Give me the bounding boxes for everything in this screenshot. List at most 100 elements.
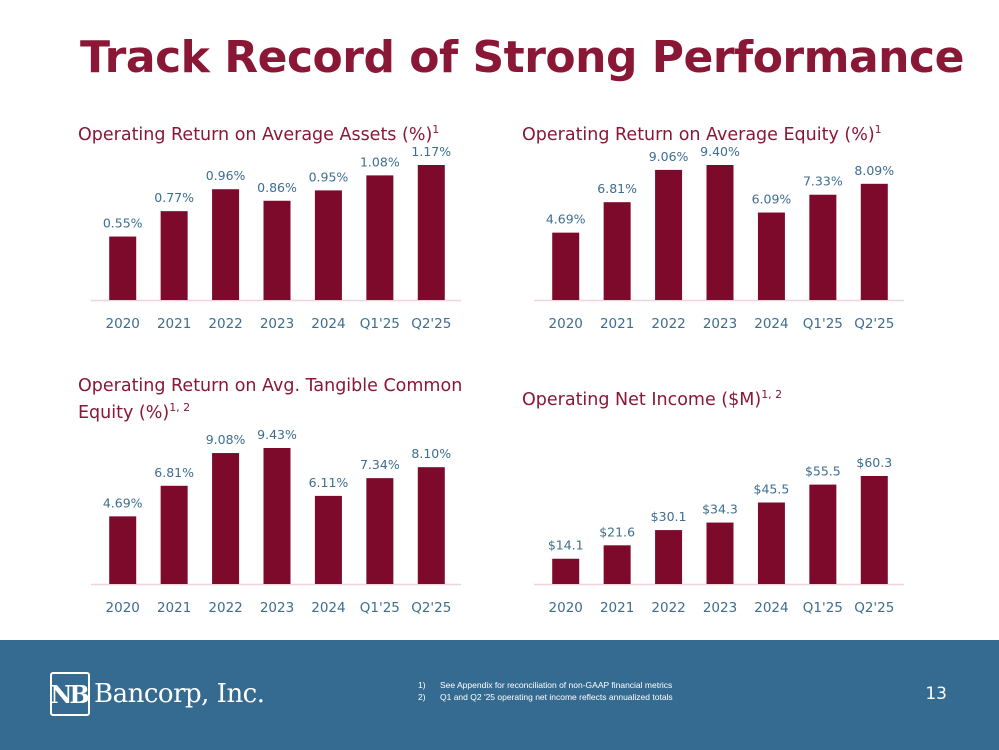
data-label: 4.69% — [103, 495, 143, 510]
footnote-number: 2) — [418, 692, 426, 702]
x-tick-label: 2021 — [157, 316, 191, 332]
chart-title-roaa: Operating Return on Average Assets (%)1 — [78, 119, 478, 146]
chart-title-footnote: 1, 2 — [761, 388, 783, 401]
chart-title-text: Operating Return on Average Assets (%) — [78, 124, 433, 145]
data-label: 6.09% — [752, 192, 792, 207]
chart-title-footnote: 1 — [432, 123, 440, 136]
data-label: 9.40% — [700, 144, 740, 159]
x-tick-label: 2024 — [311, 600, 345, 616]
net-income-chart: $14.1 2020 $21.6 2021 $30.1 2022 $34.3 2023 $45.… — [534, 455, 904, 616]
footnote: 1) See Appendix for reconciliation of non… — [418, 679, 673, 691]
chart-title-rotce: Operating Return on Avg. Tangible Common… — [78, 376, 463, 424]
bar — [809, 194, 837, 300]
data-label: 9.08% — [206, 432, 246, 447]
data-label: 0.77% — [154, 190, 194, 205]
data-label: 6.81% — [597, 181, 637, 196]
bar — [603, 545, 631, 584]
data-label: $30.1 — [651, 509, 687, 524]
chart-title-text: Operating Net Income ($M) — [522, 389, 762, 410]
bar — [263, 448, 291, 584]
x-tick-label: 2024 — [754, 600, 788, 616]
logo-mark: NB — [50, 672, 90, 716]
bar — [314, 190, 342, 300]
data-label: 8.09% — [854, 163, 894, 178]
x-tick-label: 2021 — [600, 316, 634, 332]
x-tick-label: Q2'25 — [411, 316, 451, 332]
x-tick-label: 2024 — [311, 316, 345, 332]
bar — [706, 522, 734, 584]
x-tick-label: 2023 — [260, 316, 294, 332]
data-label: $14.1 — [548, 538, 584, 553]
data-label: 9.43% — [257, 427, 297, 442]
chart-title-text: Operating Return on Average Equity (%) — [522, 124, 875, 145]
x-tick-label: Q1'25 — [803, 600, 843, 616]
x-tick-label: Q2'25 — [854, 316, 894, 332]
data-label: $45.5 — [754, 482, 790, 497]
data-label: 6.81% — [154, 465, 194, 480]
data-label: 7.33% — [803, 174, 843, 189]
logo-text: Bancorp, Inc. — [94, 679, 265, 709]
x-tick-label: 2022 — [651, 600, 685, 616]
chart-title-roae: Operating Return on Average Equity (%)1 — [522, 119, 922, 146]
bar — [552, 558, 580, 584]
footer-bar: NB Bancorp, Inc. 1) See Appendix for reco… — [0, 640, 999, 750]
bar — [860, 476, 888, 584]
footnote: 2) Q1 and Q2 '25 operating net income ref… — [418, 691, 673, 703]
x-tick-label: Q1'25 — [803, 316, 843, 332]
bar — [757, 212, 785, 300]
data-label: 0.86% — [257, 180, 297, 195]
page-title: Track Record of Strong Performance — [80, 32, 964, 83]
x-tick-label: 2024 — [754, 316, 788, 332]
bar — [603, 202, 631, 300]
x-tick-label: 2022 — [208, 316, 242, 332]
bar — [809, 484, 837, 584]
x-tick-label: 2020 — [549, 316, 583, 332]
bar — [109, 236, 137, 300]
chart-title-footnote: 1, 2 — [169, 401, 191, 414]
x-tick-label: 2022 — [208, 600, 242, 616]
bar — [212, 453, 240, 584]
x-tick-label: 2023 — [703, 316, 737, 332]
data-label: 4.69% — [546, 212, 586, 227]
x-tick-label: 2020 — [549, 600, 583, 616]
x-tick-label: 2023 — [260, 600, 294, 616]
data-label: 1.08% — [360, 154, 400, 169]
bar — [417, 165, 445, 300]
bar — [160, 211, 188, 300]
x-tick-label: 2023 — [703, 600, 737, 616]
data-label: $55.5 — [805, 464, 841, 479]
bar — [655, 169, 683, 300]
data-label: 0.96% — [206, 168, 246, 183]
bar — [109, 516, 137, 584]
x-tick-label: 2020 — [106, 316, 140, 332]
bar — [263, 200, 291, 300]
rotce-chart: 4.69% 2020 6.81% 2021 9.08% 2022 9.43% 2023 6.11… — [91, 427, 461, 616]
chart-title-footnote: 1 — [874, 123, 882, 136]
footnote-text: See Appendix for reconciliation of non-G… — [440, 680, 673, 690]
bar — [757, 502, 785, 584]
data-label: $34.3 — [702, 502, 738, 517]
bar — [860, 183, 888, 300]
data-label: 1.17% — [411, 144, 451, 159]
x-tick-label: 2020 — [106, 600, 140, 616]
bar — [160, 485, 188, 584]
bar — [706, 165, 734, 300]
data-label: 8.10% — [411, 446, 451, 461]
x-tick-label: 2021 — [157, 600, 191, 616]
chart-title-net-income: Operating Net Income ($M)1, 2 — [522, 384, 922, 411]
data-label: 0.95% — [309, 169, 349, 184]
roae-chart: 4.69% 2020 6.81% 2021 9.06% 2022 9.40% 2023 6.09… — [534, 144, 904, 332]
page-number: 13 — [925, 684, 947, 704]
x-tick-label: Q2'25 — [854, 600, 894, 616]
footnotes: 1) See Appendix for reconciliation of non… — [418, 679, 673, 703]
roaa-chart: 0.55% 2020 0.77% 2021 0.96% 2022 0.86% 2023 0.95… — [91, 144, 461, 332]
x-tick-label: Q1'25 — [360, 316, 400, 332]
data-label: $21.6 — [599, 524, 635, 539]
data-label: $60.3 — [856, 455, 892, 470]
data-label: 7.34% — [360, 457, 400, 472]
bar — [552, 232, 580, 300]
company-logo: NB Bancorp, Inc. — [50, 668, 265, 720]
bar — [417, 467, 445, 584]
x-tick-label: 2021 — [600, 600, 634, 616]
data-label: 0.55% — [103, 216, 143, 231]
